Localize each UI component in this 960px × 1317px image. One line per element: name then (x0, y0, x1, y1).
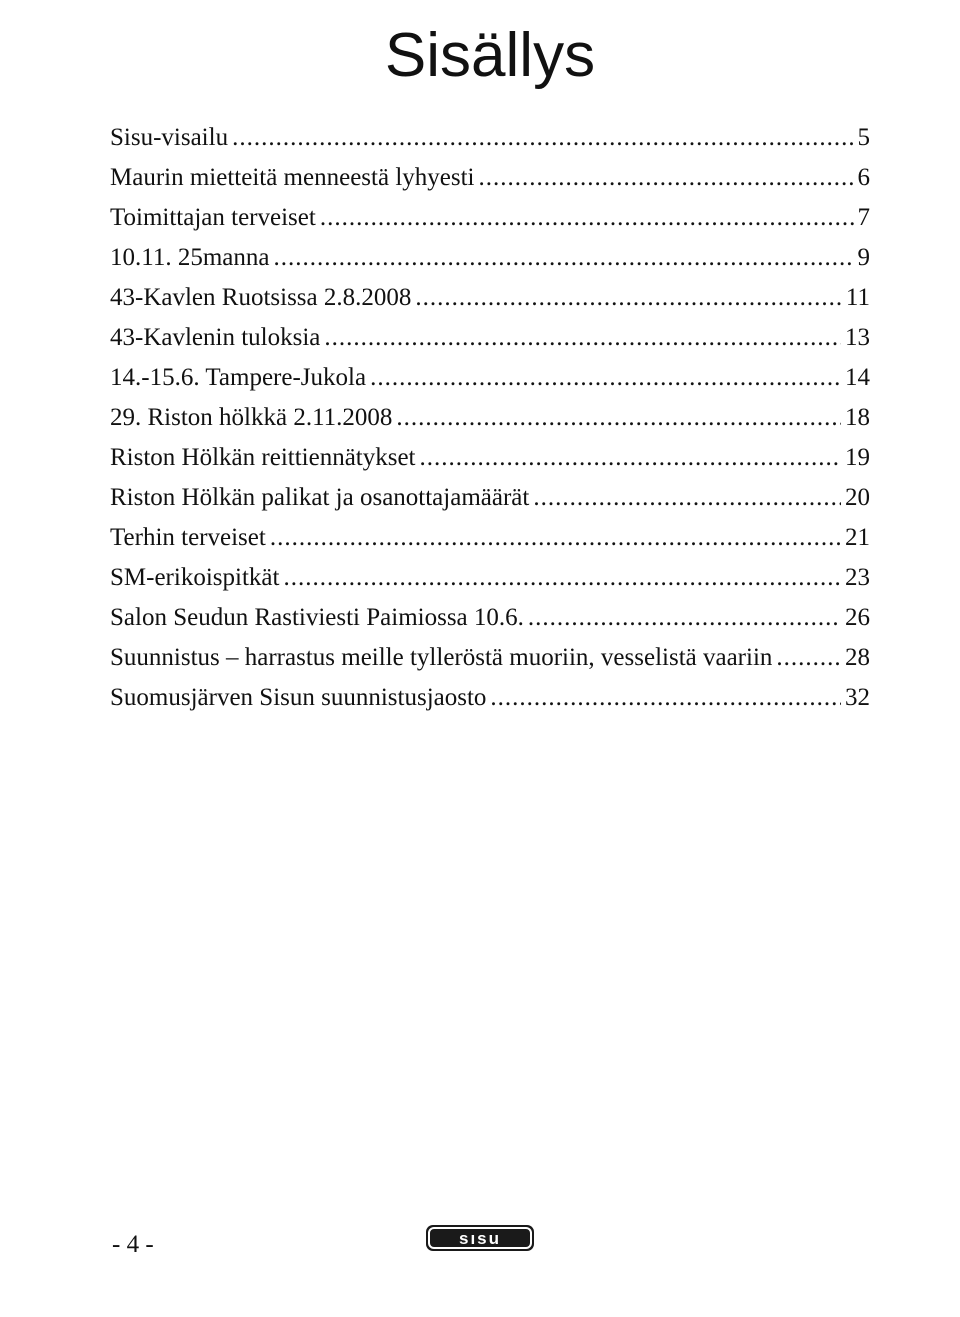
toc-label: Suunnistus – harrastus meille tylleröstä… (110, 645, 772, 670)
toc-label: Suomusjärven Sisun suunnistusjaosto (110, 685, 486, 710)
toc-leader-dots (415, 285, 842, 310)
toc-label: 29. Riston hölkkä 2.11.2008 (110, 405, 392, 430)
toc-label: 43-Kavlen Ruotsissa 2.8.2008 (110, 285, 411, 310)
toc-entry: Terhin terveiset 21 (110, 525, 870, 550)
toc-label: Maurin mietteitä menneestä lyhyesti (110, 165, 474, 190)
toc-page-number: 26 (845, 605, 870, 630)
toc-leader-dots (273, 245, 853, 270)
toc-leader-dots (420, 445, 841, 470)
toc-page-number: 19 (845, 445, 870, 470)
toc-leader-dots (320, 205, 854, 230)
toc-leader-dots (776, 645, 841, 670)
toc-entry: Riston Hölkän reittiennätykset 19 (110, 445, 870, 470)
toc-entry: 29. Riston hölkkä 2.11.2008 18 (110, 405, 870, 430)
sisu-logo-icon: sısu (425, 1218, 535, 1263)
toc-label: SM-erikoispitkät (110, 565, 279, 590)
toc-leader-dots (396, 405, 841, 430)
toc-page-number: 28 (845, 645, 870, 670)
toc-leader-dots (232, 125, 853, 150)
toc-entry: Suunnistus – harrastus meille tylleröstä… (110, 645, 870, 670)
toc-label: 14.-15.6. Tampere-Jukola (110, 365, 366, 390)
toc-entry: 10.11. 25manna 9 (110, 245, 870, 270)
toc-entry: SM-erikoispitkät 23 (110, 565, 870, 590)
toc-leader-dots (490, 685, 841, 710)
toc-entry: 43-Kavlen Ruotsissa 2.8.2008 11 (110, 285, 870, 310)
toc-entry: 14.-15.6. Tampere-Jukola 14 (110, 365, 870, 390)
document-page: Sisällys Sisu-visailu 5 Maurin mietteitä… (0, 0, 960, 1317)
toc-leader-dots (528, 605, 841, 630)
toc-page-number: 23 (845, 565, 870, 590)
toc-entry: 43-Kavlenin tuloksia 13 (110, 325, 870, 350)
toc-entry: Riston Hölkän palikat ja osanottajamäärä… (110, 485, 870, 510)
toc-leader-dots (533, 485, 841, 510)
logo-text: sısu (459, 1229, 501, 1248)
toc-page-number: 32 (845, 685, 870, 710)
toc-page-number: 20 (845, 485, 870, 510)
toc-leader-dots (478, 165, 853, 190)
toc-entry: Maurin mietteitä menneestä lyhyesti 6 (110, 165, 870, 190)
toc-leader-dots (370, 365, 841, 390)
toc-label: 10.11. 25manna (110, 245, 269, 270)
toc-page-number: 7 (858, 205, 871, 230)
toc-entry: Suomusjärven Sisun suunnistusjaosto 32 (110, 685, 870, 710)
toc-label: Salon Seudun Rastiviesti Paimiossa 10.6. (110, 605, 524, 630)
toc-label: 43-Kavlenin tuloksia (110, 325, 320, 350)
toc-page-number: 18 (845, 405, 870, 430)
toc-entry: Toimittajan terveiset 7 (110, 205, 870, 230)
toc-leader-dots (283, 565, 841, 590)
toc-leader-dots (270, 525, 841, 550)
toc-page-number: 9 (858, 245, 871, 270)
toc-page-number: 13 (845, 325, 870, 350)
toc-page-number: 14 (845, 365, 870, 390)
toc-page-number: 5 (858, 125, 871, 150)
toc-leader-dots (324, 325, 841, 350)
toc-label: Sisu-visailu (110, 125, 228, 150)
page-footer: - 4 - sısu (0, 1221, 960, 1259)
toc-entry: Sisu-visailu 5 (110, 125, 870, 150)
toc-page-number: 6 (858, 165, 871, 190)
toc-label: Riston Hölkän reittiennätykset (110, 445, 416, 470)
table-of-contents: Sisu-visailu 5 Maurin mietteitä menneest… (110, 125, 870, 710)
page-title: Sisällys (110, 20, 870, 91)
toc-entry: Salon Seudun Rastiviesti Paimiossa 10.6.… (110, 605, 870, 630)
footer-page-number: - 4 - (112, 1231, 154, 1259)
toc-page-number: 11 (846, 285, 870, 310)
toc-label: Riston Hölkän palikat ja osanottajamäärä… (110, 485, 529, 510)
toc-page-number: 21 (845, 525, 870, 550)
toc-label: Toimittajan terveiset (110, 205, 316, 230)
toc-label: Terhin terveiset (110, 525, 266, 550)
